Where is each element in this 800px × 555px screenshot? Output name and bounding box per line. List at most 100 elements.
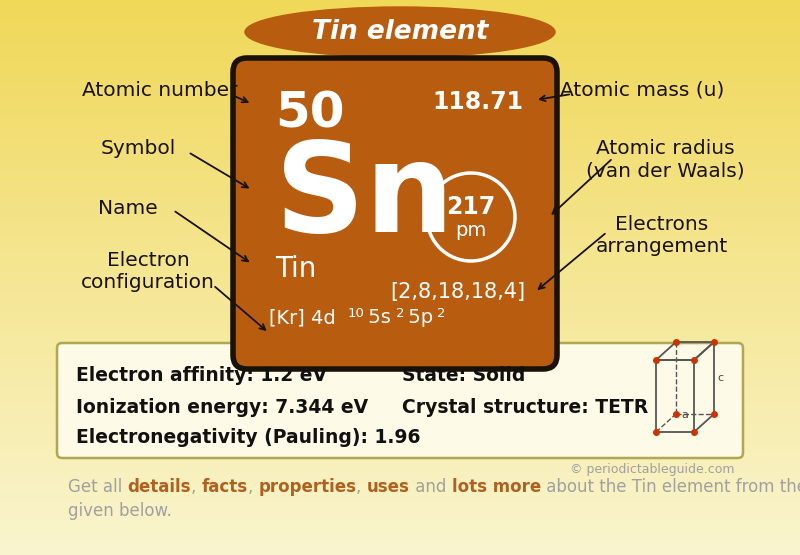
Bar bbox=[0, 111, 800, 118]
Bar bbox=[0, 97, 800, 104]
Text: © periodictableguide.com: © periodictableguide.com bbox=[570, 463, 734, 476]
Text: details: details bbox=[127, 478, 191, 496]
Text: 118.71: 118.71 bbox=[432, 90, 523, 114]
Bar bbox=[0, 500, 800, 506]
Bar bbox=[0, 56, 800, 62]
Text: Tin: Tin bbox=[275, 255, 316, 283]
Text: Name: Name bbox=[98, 199, 158, 218]
Bar bbox=[0, 382, 800, 388]
Text: c: c bbox=[717, 373, 723, 383]
Bar bbox=[0, 104, 800, 111]
Bar bbox=[0, 34, 800, 42]
Bar bbox=[0, 521, 800, 527]
Bar bbox=[0, 145, 800, 153]
Text: given below.: given below. bbox=[68, 502, 172, 520]
Bar bbox=[0, 49, 800, 56]
FancyBboxPatch shape bbox=[57, 343, 743, 458]
Bar bbox=[0, 14, 800, 21]
Bar bbox=[0, 513, 800, 521]
Bar bbox=[0, 548, 800, 555]
Bar bbox=[0, 340, 800, 347]
Text: and: and bbox=[410, 478, 451, 496]
Bar bbox=[0, 347, 800, 354]
Bar bbox=[0, 132, 800, 139]
Bar bbox=[0, 541, 800, 548]
Bar bbox=[0, 423, 800, 430]
Bar bbox=[0, 118, 800, 125]
Text: Electron
configuration: Electron configuration bbox=[81, 251, 215, 292]
Bar bbox=[0, 326, 800, 333]
Bar bbox=[0, 367, 800, 375]
Text: Atomic radius
(van der Waals): Atomic radius (van der Waals) bbox=[586, 139, 744, 180]
Bar bbox=[0, 271, 800, 278]
Bar bbox=[0, 284, 800, 291]
Text: Electronegativity (Pauling): 1.96: Electronegativity (Pauling): 1.96 bbox=[76, 428, 421, 447]
Bar bbox=[0, 278, 800, 284]
Bar bbox=[0, 437, 800, 444]
Text: 2: 2 bbox=[437, 307, 446, 320]
Bar bbox=[0, 0, 800, 7]
Ellipse shape bbox=[245, 7, 555, 57]
Text: 5p: 5p bbox=[402, 308, 433, 327]
Bar bbox=[0, 173, 800, 180]
Bar bbox=[0, 410, 800, 416]
Bar bbox=[0, 319, 800, 326]
Text: Ionization energy: 7.344 eV: Ionization energy: 7.344 eV bbox=[76, 398, 368, 417]
Bar bbox=[0, 506, 800, 513]
Bar bbox=[0, 493, 800, 500]
Bar bbox=[0, 90, 800, 97]
Text: ,: , bbox=[191, 478, 202, 496]
Text: State: Solid: State: Solid bbox=[402, 366, 526, 385]
Bar bbox=[0, 21, 800, 28]
Bar bbox=[0, 465, 800, 472]
Bar bbox=[0, 312, 800, 319]
Bar bbox=[0, 451, 800, 458]
Text: Electron affinity: 1.2 eV: Electron affinity: 1.2 eV bbox=[76, 366, 327, 385]
Text: about the Tin element from the: about the Tin element from the bbox=[541, 478, 800, 496]
Bar bbox=[0, 153, 800, 160]
Bar bbox=[0, 472, 800, 478]
Bar bbox=[0, 305, 800, 312]
Text: Crystal structure: TETR: Crystal structure: TETR bbox=[402, 398, 648, 417]
Text: Sn: Sn bbox=[275, 137, 454, 258]
Text: ,: , bbox=[356, 478, 367, 496]
Bar bbox=[0, 375, 800, 382]
Text: 10: 10 bbox=[348, 307, 365, 320]
Bar bbox=[0, 527, 800, 534]
Bar bbox=[0, 62, 800, 69]
Text: [Kr] 4d: [Kr] 4d bbox=[269, 308, 336, 327]
Bar bbox=[0, 139, 800, 145]
Bar bbox=[0, 486, 800, 493]
Text: ,: , bbox=[248, 478, 258, 496]
Bar bbox=[0, 166, 800, 173]
Bar bbox=[0, 250, 800, 256]
Bar bbox=[0, 534, 800, 541]
Text: pm: pm bbox=[455, 220, 486, 240]
Text: a: a bbox=[682, 410, 689, 420]
Bar bbox=[0, 361, 800, 367]
Text: Tin element: Tin element bbox=[312, 19, 488, 45]
Bar bbox=[0, 416, 800, 423]
Bar bbox=[0, 208, 800, 215]
Bar bbox=[0, 42, 800, 49]
Bar bbox=[0, 69, 800, 76]
Bar bbox=[0, 194, 800, 201]
Bar bbox=[0, 264, 800, 271]
Bar bbox=[0, 188, 800, 194]
Text: uses: uses bbox=[367, 478, 410, 496]
Bar bbox=[0, 458, 800, 465]
Bar bbox=[0, 402, 800, 410]
Bar bbox=[0, 430, 800, 437]
FancyBboxPatch shape bbox=[233, 58, 557, 369]
Text: 5s: 5s bbox=[362, 308, 391, 327]
Text: Symbol: Symbol bbox=[100, 139, 176, 158]
Bar bbox=[0, 333, 800, 340]
Bar bbox=[0, 354, 800, 361]
Text: Atomic number: Atomic number bbox=[82, 80, 238, 99]
Bar bbox=[0, 229, 800, 236]
Bar bbox=[0, 444, 800, 451]
Bar bbox=[0, 236, 800, 243]
Bar bbox=[0, 180, 800, 188]
Bar bbox=[0, 125, 800, 132]
Bar bbox=[0, 76, 800, 83]
